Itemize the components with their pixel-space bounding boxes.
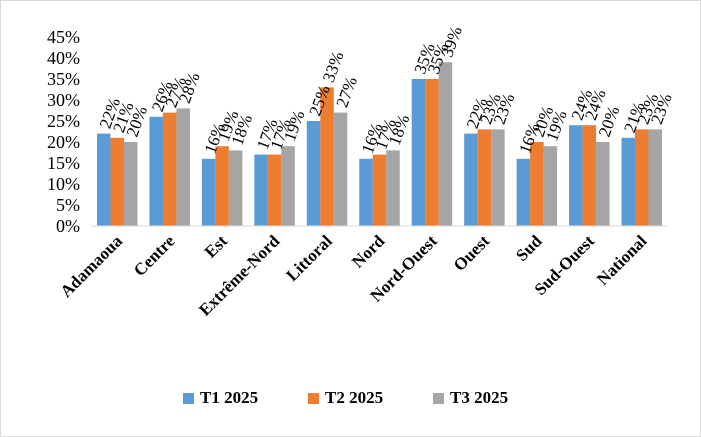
x-category-label: Adamaoua <box>57 231 127 301</box>
bar-t2-2025-0 <box>110 137 124 226</box>
x-category-label: Centre <box>130 231 179 280</box>
y-tick-label: 25% <box>47 111 80 131</box>
bar-t1-2025-3 <box>254 154 268 226</box>
bar-t3-2025-9 <box>596 142 610 226</box>
y-tick-label: 15% <box>47 153 80 173</box>
bar-t3-2025-0 <box>123 142 138 226</box>
bar-t3-2025-4 <box>333 112 348 226</box>
bar-t2-2025-5 <box>372 154 387 226</box>
bar-t3-2025-10 <box>648 129 663 226</box>
bar-t3-2025-8 <box>543 146 558 226</box>
bar-t1-2025-1 <box>149 116 163 226</box>
bar-t3-2025-6 <box>438 62 453 227</box>
bar-t1-2025-8 <box>516 158 531 226</box>
bar-t2-2025-7 <box>477 129 492 226</box>
bar-t1-2025-0 <box>96 133 111 226</box>
bar-t3-2025-3 <box>281 146 295 226</box>
bar-t3-2025-2 <box>228 150 243 226</box>
x-category-label: Nord <box>348 231 389 272</box>
y-tick-label: 35% <box>47 69 80 89</box>
x-category-label: Sud <box>512 231 546 265</box>
bar-t2-2025-9 <box>582 125 597 226</box>
bar-t1-2025-4 <box>306 121 321 226</box>
legend-label: T3 2025 <box>450 388 508 407</box>
legend-label: T2 2025 <box>325 388 383 407</box>
data-label: 39% <box>437 24 466 60</box>
y-tick-label: 5% <box>56 195 80 215</box>
data-label: 28% <box>175 70 204 106</box>
bar-t2-2025-2 <box>215 146 229 226</box>
x-category-label: Est <box>201 231 231 261</box>
bar-t1-2025-7 <box>464 133 478 226</box>
y-tick-label: 40% <box>47 48 80 68</box>
bar-t1-2025-2 <box>201 158 216 226</box>
legend: T1 2025 T2 2025 T3 2025 <box>183 388 508 407</box>
x-category-label: National <box>593 231 651 289</box>
bar-t2-2025-1 <box>162 112 177 226</box>
bar-t2-2025-6 <box>425 79 439 226</box>
x-category-label: Ouest <box>450 231 494 275</box>
y-tick-label: 45% <box>47 27 80 47</box>
legend-swatch <box>433 393 444 404</box>
bar-t2-2025-10 <box>635 129 649 226</box>
legend-label: T1 2025 <box>200 388 258 407</box>
y-tick-label: 0% <box>56 216 80 236</box>
data-label: 18% <box>385 112 414 148</box>
bar-t3-2025-5 <box>386 150 400 226</box>
y-tick-label: 20% <box>47 132 80 152</box>
bars-group <box>96 62 663 227</box>
bar-t1-2025-5 <box>359 158 373 226</box>
bar-t1-2025-9 <box>569 125 583 226</box>
bar-t1-2025-10 <box>621 137 636 226</box>
legend-swatch <box>308 393 319 404</box>
data-label: 19% <box>280 108 309 144</box>
y-tick-label: 30% <box>47 90 80 110</box>
bar-t2-2025-3 <box>267 154 282 226</box>
bar-t3-2025-7 <box>491 129 505 226</box>
legend-swatch <box>183 393 194 404</box>
bar-t3-2025-1 <box>176 108 190 226</box>
y-tick-label: 10% <box>47 174 80 194</box>
bar-t2-2025-8 <box>530 142 544 226</box>
bar-t1-2025-6 <box>411 79 426 226</box>
y-axis: 0%5%10%15%20%25%30%35%40%45% <box>47 27 80 236</box>
x-category-label: Littoral <box>282 231 336 285</box>
bar-t2-2025-4 <box>320 87 334 227</box>
